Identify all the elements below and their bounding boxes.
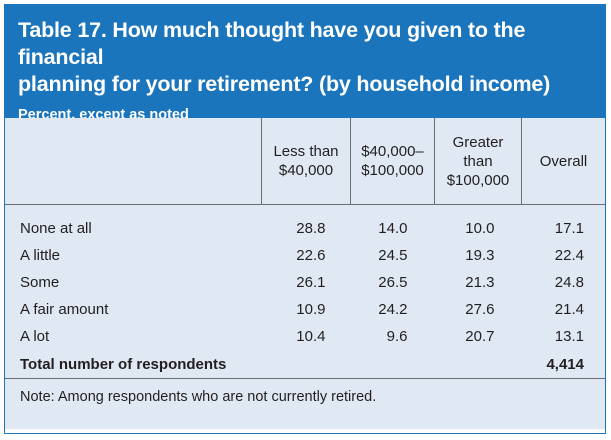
cell-overall: 21.4 <box>554 301 584 318</box>
cell-greater-than-100000: 21.3 <box>465 274 495 291</box>
column-header-text: $100,000 <box>446 171 510 189</box>
column-header-row: Less than $40,000 $40,000– $100,000 Grea… <box>5 118 605 205</box>
cell-overall: 13.1 <box>554 328 584 345</box>
cell-40000-100000 <box>350 350 435 379</box>
column-header-overall: Overall <box>521 118 605 205</box>
row-label: None at all <box>20 220 92 237</box>
column-header-40000-100000: $40,000– $100,000 <box>350 118 435 205</box>
column-header-text: Overall <box>539 152 588 170</box>
table-row: A lot 10.4 9.6 20.7 13.1 <box>5 323 605 350</box>
column-header-text: $40,000– <box>361 143 424 160</box>
row-label: Some <box>20 274 60 291</box>
cell-less-than-40000: 10.4 <box>296 328 326 345</box>
table-title-line-2: planning for your retirement? (by househ… <box>18 72 551 96</box>
table-title: Table 17. How much thought have you give… <box>18 17 593 98</box>
column-header-text: $40,000 <box>278 162 334 179</box>
table-row: Some 26.1 26.5 21.3 24.8 <box>5 269 605 296</box>
table-row: None at all 28.8 14.0 10.0 17.1 <box>5 215 605 242</box>
table-header: Table 17. How much thought have you give… <box>5 5 605 123</box>
cell-less-than-40000 <box>261 350 351 379</box>
cell-40000-100000: 9.6 <box>386 328 408 345</box>
total-overall-value: 4,414 <box>521 350 605 379</box>
cell-less-than-40000: 28.8 <box>296 220 326 237</box>
table-note: Note: Among respondents who are not curr… <box>20 389 377 405</box>
cell-40000-100000: 24.2 <box>378 301 408 318</box>
cell-40000-100000: 24.5 <box>378 247 408 264</box>
row-label: A little <box>20 247 61 264</box>
column-header-text: Greater <box>452 133 504 151</box>
cell-overall: 17.1 <box>554 220 584 237</box>
cell-greater-than-100000: 10.0 <box>465 220 495 237</box>
cell-greater-than-100000 <box>434 350 522 379</box>
table-row: A little 22.6 24.5 19.3 22.4 <box>5 242 605 269</box>
column-header-greater-than-100000: Greater than $100,000 <box>434 118 522 205</box>
cell-less-than-40000: 26.1 <box>296 274 326 291</box>
column-header-text: Less than <box>273 143 339 160</box>
total-label: Total number of respondents <box>5 350 262 379</box>
row-label: A fair amount <box>20 301 109 318</box>
total-row: Total number of respondents 4,414 <box>5 350 605 379</box>
cell-less-than-40000: 10.9 <box>296 301 326 318</box>
cell-less-than-40000: 22.6 <box>296 247 326 264</box>
column-header-label <box>5 118 262 205</box>
spacer-row <box>5 205 605 216</box>
cell-overall: 24.8 <box>554 274 584 291</box>
row-label: A lot <box>20 328 50 345</box>
table-row: A fair amount 10.9 24.2 27.6 21.4 <box>5 296 605 323</box>
table-title-line-1: Table 17. How much thought have you give… <box>18 18 526 69</box>
cell-40000-100000: 26.5 <box>378 274 408 291</box>
cell-overall: 22.4 <box>554 247 584 264</box>
cell-40000-100000: 14.0 <box>378 220 408 237</box>
data-table: Less than $40,000 $40,000– $100,000 Grea… <box>5 118 605 379</box>
cell-greater-than-100000: 20.7 <box>465 328 495 345</box>
cell-greater-than-100000: 19.3 <box>465 247 495 264</box>
table-figure: Table 17. How much thought have you give… <box>4 4 606 434</box>
column-header-less-than-40000: Less than $40,000 <box>261 118 351 205</box>
column-header-text: than <box>463 152 493 170</box>
column-header-text: $100,000 <box>361 162 424 179</box>
table-body-area: Less than $40,000 $40,000– $100,000 Grea… <box>5 118 605 429</box>
cell-greater-than-100000: 27.6 <box>465 301 495 318</box>
